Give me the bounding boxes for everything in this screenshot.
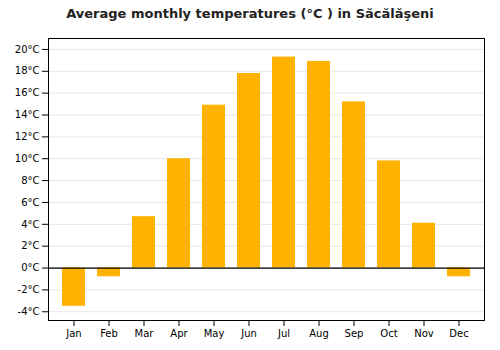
svg-text:4°C: 4°C [21,219,39,230]
svg-text:Nov: Nov [414,328,434,339]
svg-text:6°C: 6°C [21,197,39,208]
svg-text:Sep: Sep [345,328,364,339]
svg-text:Jul: Jul [277,328,290,339]
svg-text:16°C: 16°C [15,87,40,98]
svg-text:Jun: Jun [240,328,257,339]
svg-text:Dec: Dec [449,328,468,339]
svg-text:Apr: Apr [170,328,188,339]
svg-text:14°C: 14°C [15,109,40,120]
svg-text:8°C: 8°C [21,175,39,186]
svg-text:20°C: 20°C [15,44,40,55]
svg-text:10°C: 10°C [15,153,40,164]
svg-text:Feb: Feb [100,328,118,339]
svg-text:Jan: Jan [65,328,81,339]
html-text:Average monthly temperatures (: Average monthly temperatures (°C ) in Să… [66,6,434,21]
svg-text:Mar: Mar [135,328,155,339]
svg-text:-2°C: -2°C [18,284,40,295]
svg-text:May: May [204,328,225,339]
svg-text:0°C: 0°C [21,262,39,273]
svg-text:-4°C: -4°C [18,306,40,317]
svg-text:Aug: Aug [309,328,329,339]
svg-text:12°C: 12°C [15,131,40,142]
svg-text:2°C: 2°C [21,240,39,251]
svg-text:Oct: Oct [380,328,397,339]
svg-text:18°C: 18°C [15,65,40,76]
